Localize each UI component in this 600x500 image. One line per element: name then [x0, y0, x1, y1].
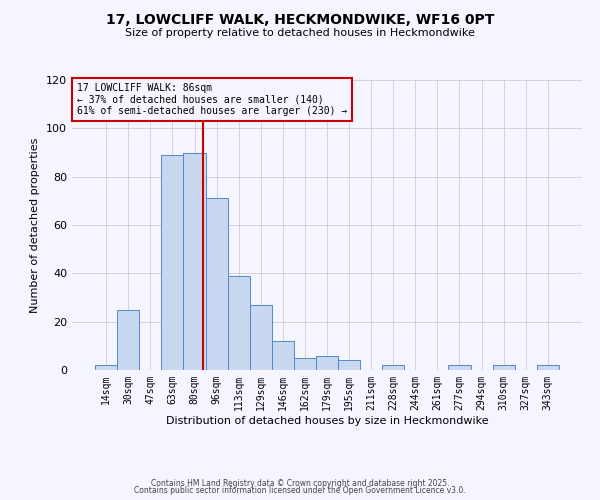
Text: 17 LOWCLIFF WALK: 86sqm
← 37% of detached houses are smaller (140)
61% of semi-d: 17 LOWCLIFF WALK: 86sqm ← 37% of detache… — [77, 83, 347, 116]
Bar — [95, 365, 117, 370]
X-axis label: Distribution of detached houses by size in Heckmondwike: Distribution of detached houses by size … — [166, 416, 488, 426]
Bar — [117, 310, 139, 370]
Bar — [537, 365, 559, 370]
Bar — [493, 365, 515, 370]
Bar — [184, 152, 206, 370]
Bar — [338, 360, 360, 370]
Y-axis label: Number of detached properties: Number of detached properties — [31, 138, 40, 312]
Bar — [294, 358, 316, 370]
Bar — [250, 304, 272, 370]
Bar — [272, 341, 294, 370]
Bar — [448, 365, 470, 370]
Bar — [206, 198, 227, 370]
Bar — [227, 276, 250, 370]
Bar — [316, 356, 338, 370]
Text: Size of property relative to detached houses in Heckmondwike: Size of property relative to detached ho… — [125, 28, 475, 38]
Text: 17, LOWCLIFF WALK, HECKMONDWIKE, WF16 0PT: 17, LOWCLIFF WALK, HECKMONDWIKE, WF16 0P… — [106, 12, 494, 26]
Text: Contains public sector information licensed under the Open Government Licence v3: Contains public sector information licen… — [134, 486, 466, 495]
Bar — [161, 155, 184, 370]
Text: Contains HM Land Registry data © Crown copyright and database right 2025.: Contains HM Land Registry data © Crown c… — [151, 478, 449, 488]
Bar — [382, 365, 404, 370]
